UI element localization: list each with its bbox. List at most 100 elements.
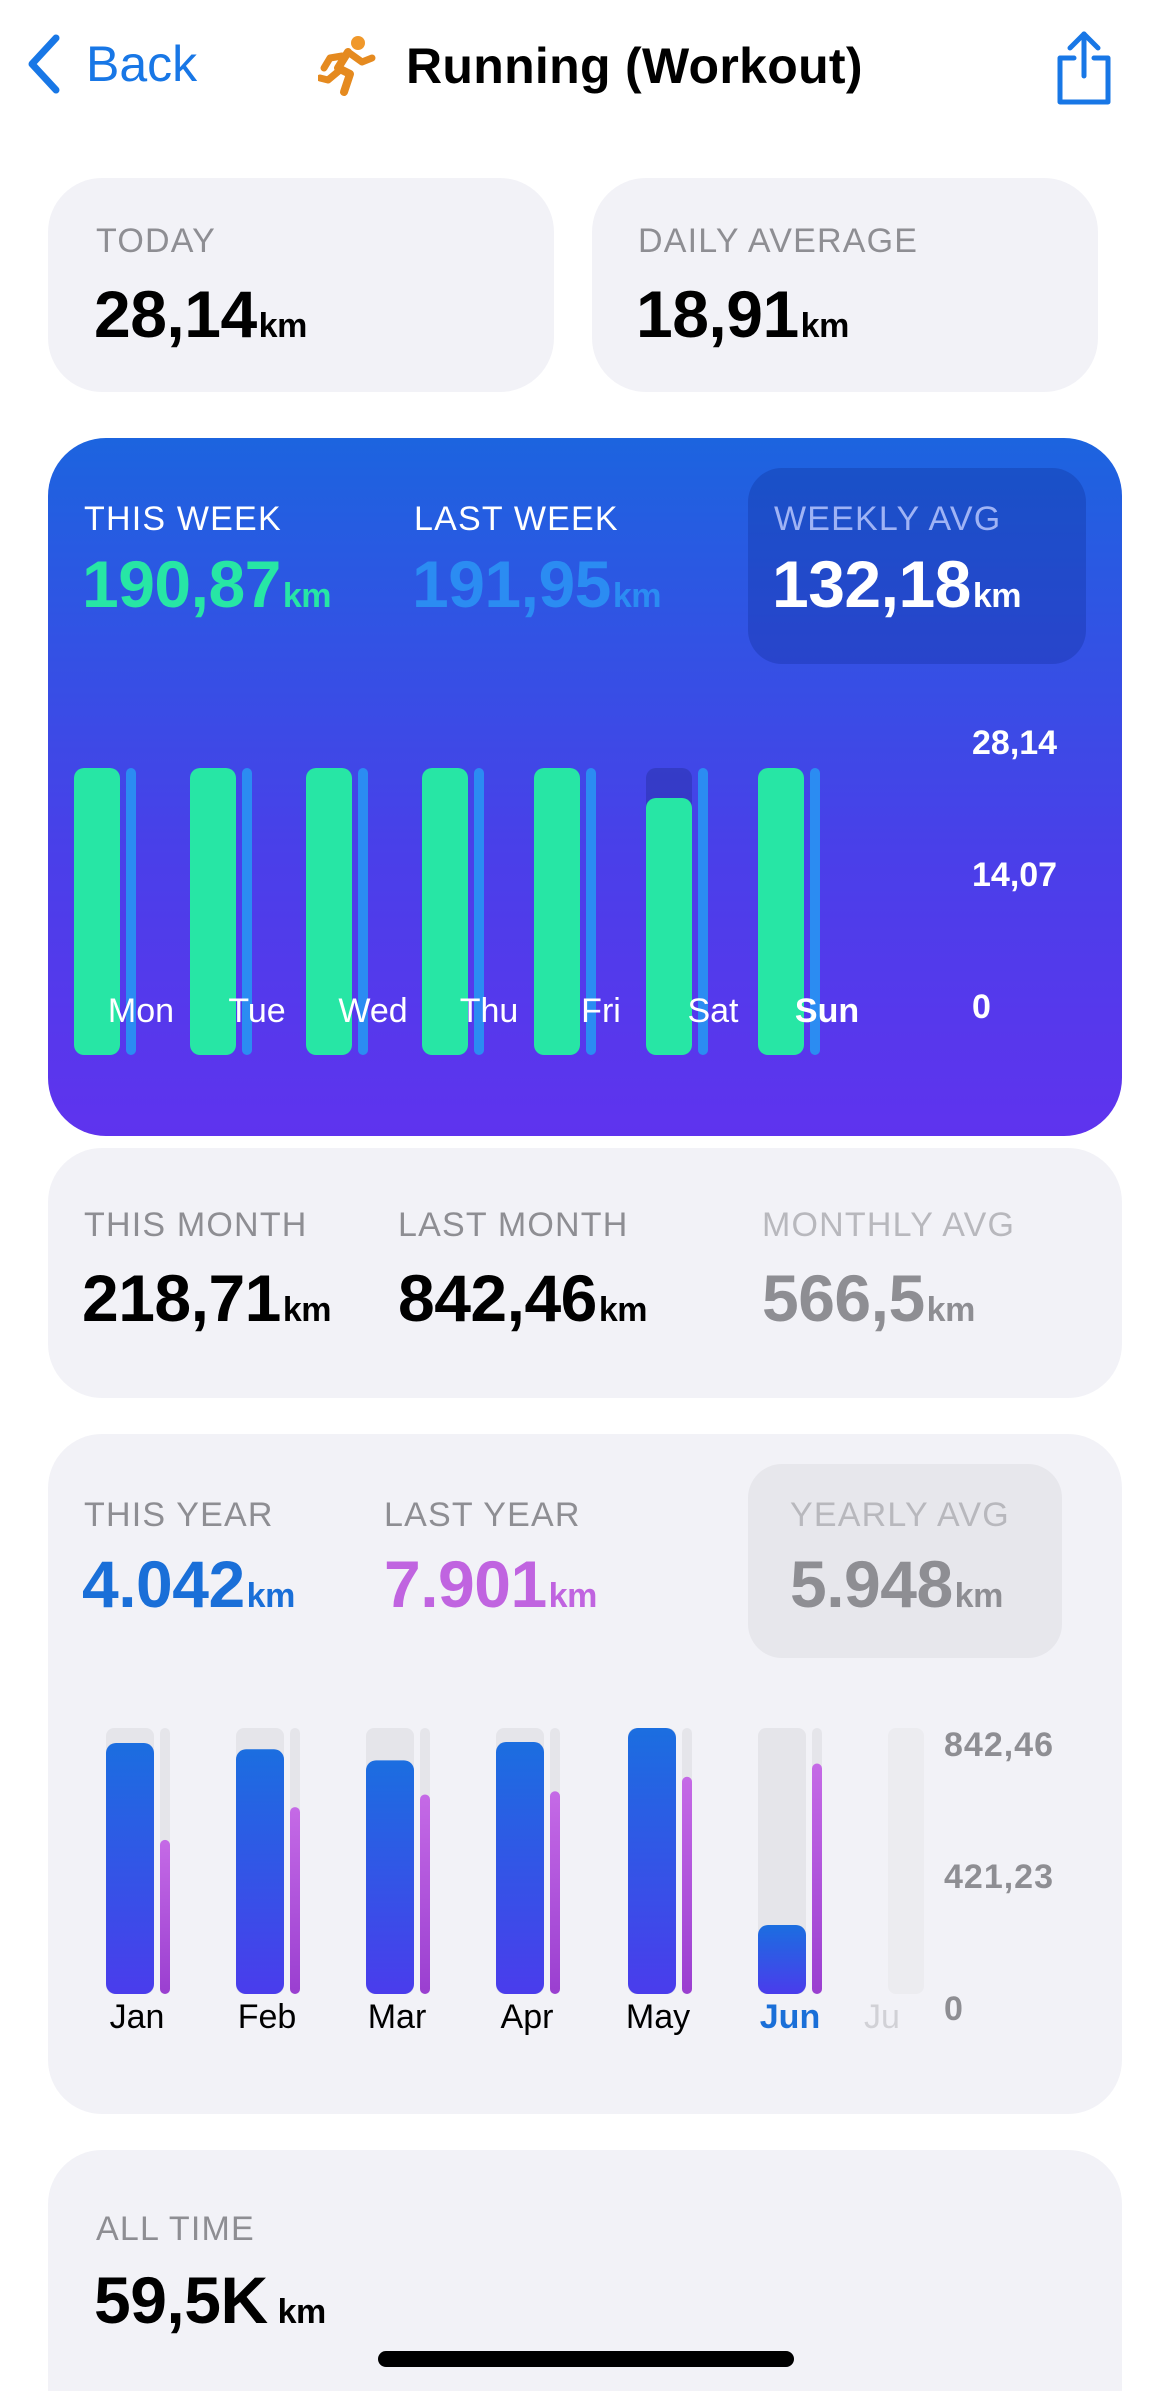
this-week-bar-mon[interactable]: [74, 768, 120, 1055]
weekly-average-label: WEEKLY AVG: [774, 500, 1002, 538]
last-week-bar-tue: [242, 768, 252, 1055]
this-week-value: 190,87km: [82, 546, 332, 622]
monthly-average-label: MONTHLY AVG: [762, 1206, 1016, 1244]
chevron-left-icon: [28, 34, 60, 94]
last-week-bar-sat: [698, 768, 708, 1055]
week-card[interactable]: THIS WEEK 190,87km LAST WEEK 191,95km WE…: [48, 438, 1122, 1136]
this-month-number: 218,71: [82, 1261, 281, 1335]
yearly-average-box: [748, 1464, 1062, 1658]
this-week-label: THIS WEEK: [84, 500, 282, 538]
this-week-bar-wed[interactable]: [306, 768, 352, 1055]
week-y-tick-zero: 0: [972, 988, 991, 1026]
monthly-average-unit: km: [926, 1291, 976, 1329]
this-year-bar-mar[interactable]: [366, 1760, 414, 1994]
home-indicator[interactable]: [378, 2351, 794, 2367]
month-label-apr: Apr: [500, 1998, 554, 2036]
day-label-sat: Sat: [687, 992, 739, 1030]
month-card[interactable]: THIS MONTH 218,71km LAST MONTH 842,46km …: [48, 1148, 1122, 1398]
this-month-value: 218,71km: [82, 1260, 332, 1336]
share-icon[interactable]: [1054, 30, 1114, 106]
last-year-unit: km: [548, 1577, 598, 1615]
this-year-bar-apr[interactable]: [496, 1742, 544, 1994]
daily-average-number: 18,91: [636, 277, 799, 351]
last-week-bar-sun: [810, 768, 820, 1055]
last-week-unit: km: [612, 577, 662, 615]
year-card[interactable]: THIS YEAR 4.042km LAST YEAR 7.901km YEAR…: [48, 1434, 1122, 2114]
daily-average-card[interactable]: DAILY AVERAGE 18,91km: [592, 178, 1098, 392]
day-label-sun: Sun: [794, 992, 860, 1030]
last-month-number: 842,46: [398, 1261, 597, 1335]
this-week-bar-tue[interactable]: [190, 768, 236, 1055]
this-week-bar-fri[interactable]: [534, 768, 580, 1055]
weekly-average-number: 132,18: [772, 547, 971, 621]
this-year-bar-jun[interactable]: [758, 1924, 806, 1994]
month-label-mar: Mar: [367, 1998, 427, 2036]
page-title: Running (Workout): [406, 38, 863, 94]
last-year-label: LAST YEAR: [384, 1496, 581, 1534]
yearly-average-label: YEARLY AVG: [790, 1496, 1010, 1534]
last-year-bar-jan: [160, 1839, 170, 1994]
this-year-unit: km: [246, 1577, 296, 1615]
yearly-average-number: 5.948: [790, 1547, 953, 1621]
this-year-bar-jan[interactable]: [106, 1742, 154, 1994]
last-year-value: 7.901km: [384, 1546, 597, 1622]
daily-average-value: 18,91km: [636, 276, 849, 352]
last-week-value: 191,95km: [412, 546, 662, 622]
this-month-label: THIS MONTH: [84, 1206, 308, 1244]
daily-average-unit: km: [800, 307, 850, 345]
weekly-average-box: [748, 468, 1086, 664]
last-year-number: 7.901: [384, 1547, 547, 1621]
last-year-bar-may: [682, 1776, 692, 1994]
last-year-bar-mar: [420, 1794, 430, 1994]
nav-title: Running (Workout): [318, 34, 863, 98]
today-label: TODAY: [96, 222, 216, 260]
last-week-bar-mon: [126, 768, 136, 1055]
year-y-tick-zero: 0: [944, 1990, 964, 2028]
nav-bar: Back Running (Workout): [0, 0, 1170, 140]
all-time-card[interactable]: ALL TIME 59,5K km: [48, 2150, 1122, 2391]
this-year-bar-may[interactable]: [628, 1728, 676, 1994]
month-label-jan: Jan: [109, 1998, 165, 2036]
daily-average-label: DAILY AVERAGE: [638, 222, 919, 260]
last-month-value: 842,46km: [398, 1260, 648, 1336]
this-year-number: 4.042: [82, 1547, 245, 1621]
year-y-tick-max: 842,46: [944, 1726, 1054, 1764]
yearly-average-value: 5.948km: [790, 1546, 1003, 1622]
today-number: 28,14: [94, 277, 257, 351]
this-week-bar-thu[interactable]: [422, 768, 468, 1055]
weekly-bar-chart: [74, 768, 820, 1055]
all-time-label: ALL TIME: [96, 2210, 255, 2248]
day-label-mon: Mon: [107, 992, 175, 1030]
month-label-feb: Feb: [237, 1998, 297, 2036]
week-y-tick-mid: 14,07: [972, 856, 1058, 894]
all-time-unit: km: [277, 2293, 327, 2331]
last-week-bar-thu: [474, 768, 484, 1055]
back-button[interactable]: Back: [26, 34, 197, 94]
day-label-thu: Thu: [459, 992, 519, 1030]
back-label: Back: [86, 36, 198, 92]
day-label-tue: Tue: [228, 992, 286, 1030]
monthly-average-value: 566,5km: [762, 1260, 975, 1336]
last-month-unit: km: [598, 1291, 648, 1329]
day-label-wed: Wed: [338, 992, 408, 1030]
today-value: 28,14km: [94, 276, 307, 352]
yearly-average-unit: km: [954, 1577, 1004, 1615]
today-card[interactable]: TODAY 28,14km: [48, 178, 554, 392]
this-week-unit: km: [282, 577, 332, 615]
last-year-bar-jun: [812, 1763, 822, 1994]
week-y-tick-max: 28,14: [972, 724, 1058, 762]
this-week-bar-sun[interactable]: [758, 768, 804, 1055]
weekly-average-value: 132,18km: [772, 546, 1022, 622]
weekly-average-unit: km: [972, 577, 1022, 615]
month-label-jul-partial: Ju: [864, 1998, 900, 2036]
year-y-tick-mid: 421,23: [944, 1858, 1054, 1896]
last-year-bar-apr: [550, 1791, 560, 1994]
running-person-icon: [318, 36, 376, 96]
all-time-value: 59,5K km: [94, 2262, 326, 2338]
this-week-bar-sat[interactable]: [646, 797, 692, 1055]
last-week-label: LAST WEEK: [414, 500, 619, 538]
month-label-may: May: [625, 1998, 691, 2036]
this-year-bar-feb[interactable]: [236, 1749, 284, 1994]
last-week-number: 191,95: [412, 547, 611, 621]
all-time-number: 59,5K: [94, 2263, 268, 2337]
